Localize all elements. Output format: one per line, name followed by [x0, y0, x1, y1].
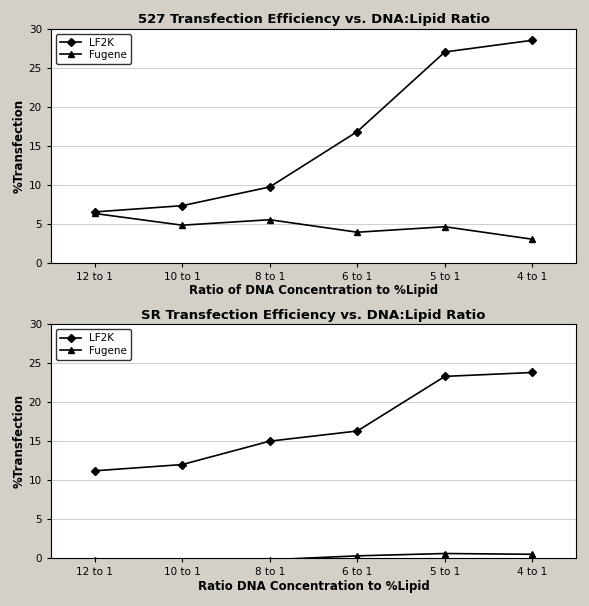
LF2K: [266, 438, 273, 445]
X-axis label: Ratio DNA Concentration to %Lipid: Ratio DNA Concentration to %Lipid: [198, 580, 429, 593]
LF2K: [354, 128, 361, 135]
LF2K: [354, 427, 361, 435]
Title: 527 Transfection Efficiency vs. DNA:Lipid Ratio: 527 Transfection Efficiency vs. DNA:Lipi…: [137, 13, 489, 26]
Fugene: [529, 551, 536, 558]
Line: Fugene: Fugene: [91, 210, 536, 243]
Fugene: [91, 210, 98, 217]
LF2K: [178, 461, 186, 468]
Title: SR Transfection Efficiency vs. DNA:Lipid Ratio: SR Transfection Efficiency vs. DNA:Lipid…: [141, 308, 486, 322]
LF2K: [441, 48, 448, 56]
LF2K: [529, 369, 536, 376]
Line: LF2K: LF2K: [92, 370, 535, 473]
Line: LF2K: LF2K: [92, 38, 535, 215]
Legend: LF2K, Fugene: LF2K, Fugene: [56, 34, 131, 64]
Fugene: [529, 236, 536, 243]
Line: Fugene: Fugene: [91, 550, 536, 564]
Fugene: [354, 552, 361, 559]
LF2K: [529, 36, 536, 44]
LF2K: [178, 202, 186, 209]
LF2K: [441, 373, 448, 380]
Fugene: [441, 223, 448, 230]
Legend: LF2K, Fugene: LF2K, Fugene: [56, 329, 131, 360]
Fugene: [266, 556, 273, 564]
LF2K: [266, 184, 273, 191]
Fugene: [266, 216, 273, 224]
X-axis label: Ratio of DNA Concentration to %Lipid: Ratio of DNA Concentration to %Lipid: [189, 284, 438, 298]
Fugene: [91, 556, 98, 564]
Y-axis label: %Transfection: %Transfection: [13, 394, 26, 488]
Fugene: [441, 550, 448, 557]
LF2K: [91, 208, 98, 216]
Fugene: [178, 557, 186, 564]
Y-axis label: %Transfection: %Transfection: [13, 99, 26, 193]
LF2K: [91, 467, 98, 474]
Fugene: [354, 228, 361, 236]
Fugene: [178, 222, 186, 229]
